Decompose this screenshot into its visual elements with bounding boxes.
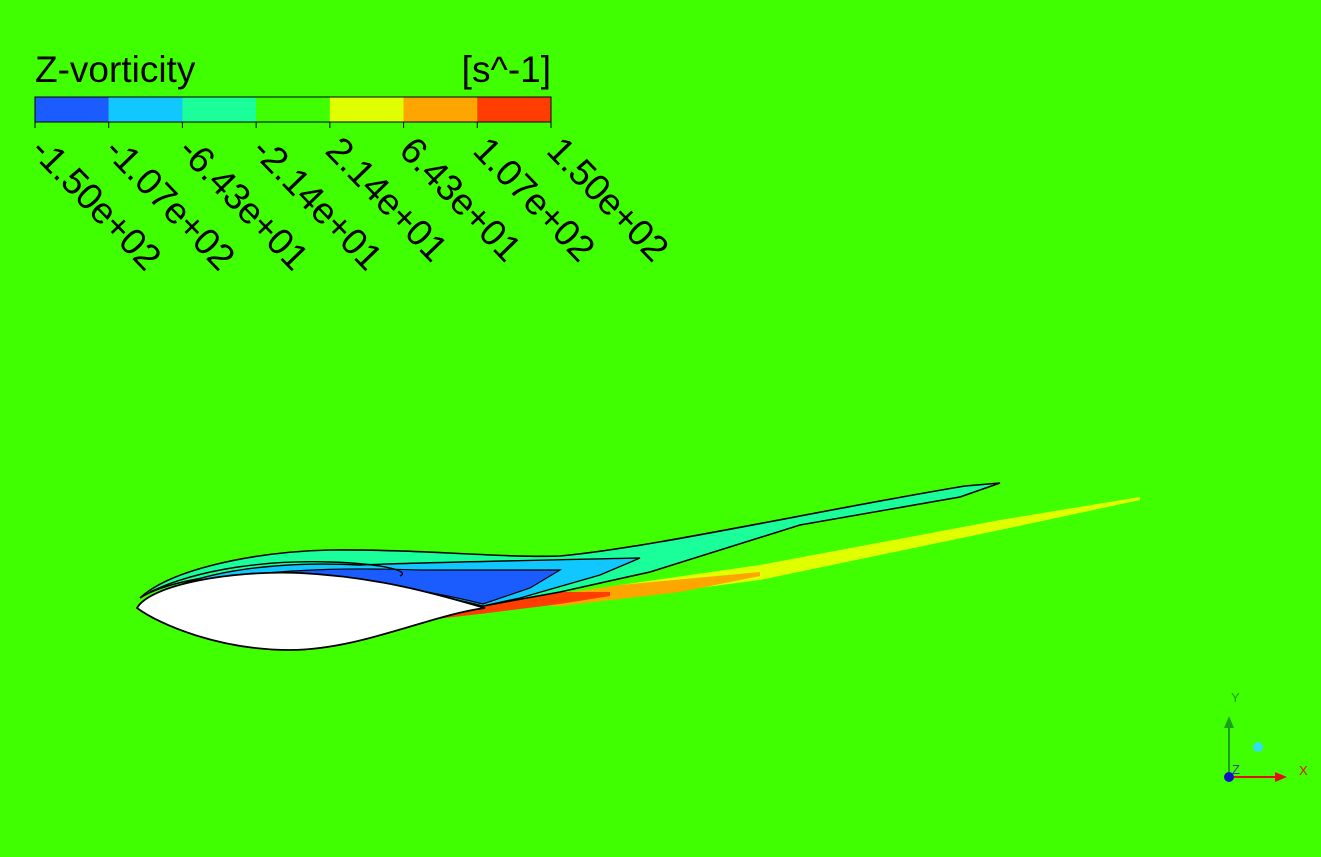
legend-title: Z-vorticity <box>35 49 196 90</box>
colorbar-frame <box>34 96 552 123</box>
colorbar-band <box>403 97 478 122</box>
contour-yellow <box>500 497 1140 606</box>
colorbar-band <box>182 97 257 122</box>
x-label: X <box>1299 763 1308 778</box>
axis-triad: Y X Z <box>1224 690 1308 782</box>
z-label: Z <box>1232 762 1240 777</box>
colorbar-band <box>477 97 551 122</box>
triad-sphere <box>1253 742 1263 752</box>
legend-unit: [s^-1] <box>462 49 551 90</box>
y-arrow-head <box>1224 716 1234 728</box>
contour-red <box>410 592 610 622</box>
z-axis-dot <box>1224 772 1234 782</box>
colorbar-band <box>35 97 109 122</box>
contour-line <box>149 561 404 593</box>
colorbar-ticks: -1.50e+02-1.07e+02-6.43e+01-2.14e+012.14… <box>23 122 677 278</box>
contours <box>135 482 1140 651</box>
x-arrow-head <box>1275 772 1287 782</box>
airfoil <box>135 571 486 651</box>
colorbar-band <box>329 97 404 122</box>
colorbar <box>34 96 552 123</box>
colorbar-band <box>256 97 330 122</box>
y-label: Y <box>1231 690 1240 705</box>
colorbar-band <box>108 97 183 122</box>
